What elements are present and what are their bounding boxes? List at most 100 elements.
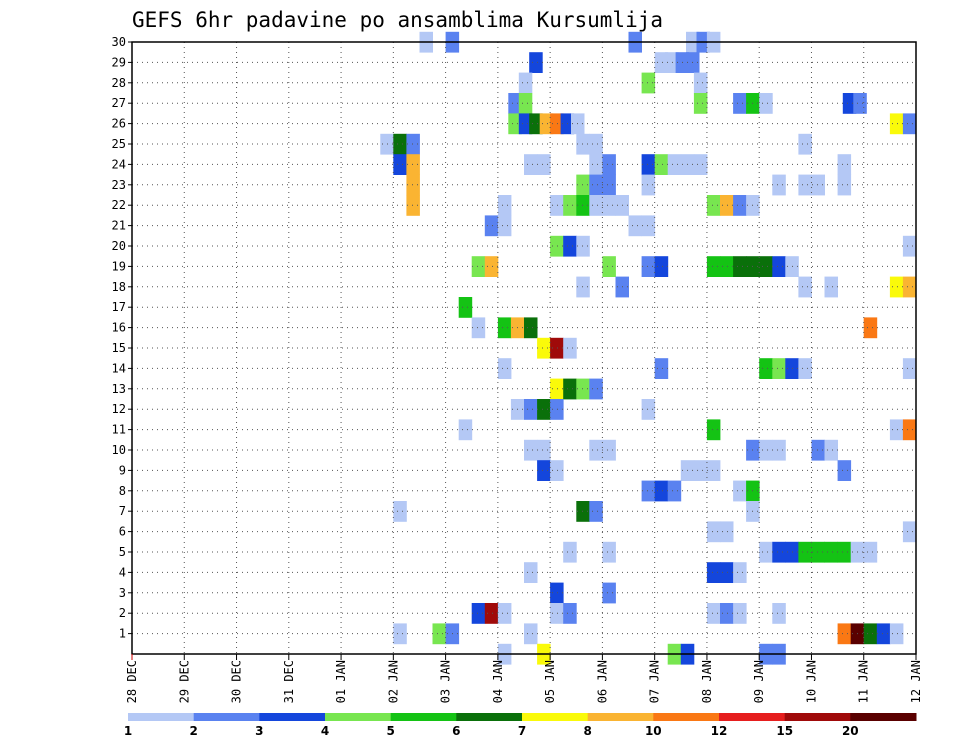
y-tick-label: 3 xyxy=(119,586,126,600)
colorbar-label: 10 xyxy=(645,724,662,738)
heatmap-cell xyxy=(550,195,564,216)
heatmap-cell xyxy=(720,603,734,624)
heatmap-cell xyxy=(576,133,590,155)
heatmap-cell xyxy=(654,154,669,175)
y-tick-label: 28 xyxy=(112,76,126,90)
heatmap-cell xyxy=(641,72,656,94)
heatmap-cell xyxy=(518,113,533,135)
x-tick-label: 08 JAN xyxy=(700,660,714,703)
colorbar-label: 20 xyxy=(842,724,859,738)
heatmap-cell xyxy=(602,541,616,563)
heatmap-cell xyxy=(706,460,721,481)
heatmap-cell xyxy=(902,419,917,441)
heatmap-cell xyxy=(720,256,734,277)
heatmap-cell xyxy=(772,358,786,379)
y-tick-label: 7 xyxy=(119,504,126,518)
heatmap-cell xyxy=(772,603,786,624)
heatmap-cell xyxy=(902,276,917,298)
y-tick-label: 16 xyxy=(112,321,126,335)
heatmap-cell xyxy=(706,256,721,277)
heatmap-cell xyxy=(550,113,564,135)
y-tick-label: 5 xyxy=(119,545,126,559)
heatmap-cell xyxy=(863,623,878,645)
colorbar-swatch xyxy=(456,713,523,721)
x-tick-label: 03 JAN xyxy=(439,660,453,703)
heatmap-cell xyxy=(537,337,551,359)
x-tick-label: 01 JAN xyxy=(334,660,348,703)
heatmap-cell xyxy=(759,358,773,379)
heatmap-cell xyxy=(837,154,852,175)
heatmap-cell xyxy=(733,93,747,114)
heatmap-cell xyxy=(576,195,590,216)
heatmap-cell xyxy=(508,93,522,114)
heatmap-cell xyxy=(733,256,747,277)
heatmap-cell xyxy=(497,195,512,216)
x-tick-label: 29 DEC xyxy=(177,660,191,703)
heatmap-cell xyxy=(497,358,512,379)
heatmap-cell xyxy=(654,358,669,379)
heatmap-cell xyxy=(641,174,656,196)
heatmap-cell xyxy=(759,439,773,461)
colorbar-label: 7 xyxy=(518,724,526,738)
heatmap-cell xyxy=(393,133,407,155)
heatmap-cell xyxy=(889,113,904,135)
heatmap-cell xyxy=(576,174,590,196)
heatmap-cell xyxy=(772,439,786,461)
colorbar-swatch xyxy=(259,713,326,721)
chart-title: GEFS 6hr padavine po ansamblima Kursumli… xyxy=(132,8,663,32)
y-tick-label: 8 xyxy=(119,484,126,498)
heatmap-cell xyxy=(733,562,747,583)
heatmap-cell xyxy=(576,235,590,257)
heatmap-cell xyxy=(524,562,538,583)
heatmap-cell xyxy=(518,93,533,114)
colorbar-swatch xyxy=(522,713,589,721)
heatmap-cell xyxy=(720,195,734,216)
heatmap-cell xyxy=(589,378,603,400)
heatmap-cell xyxy=(589,195,603,216)
heatmap-cell xyxy=(842,93,857,114)
y-tick-label: 1 xyxy=(119,627,126,641)
y-tick-label: 11 xyxy=(112,423,126,437)
heatmap-cell xyxy=(563,603,577,624)
heatmap-cell xyxy=(798,541,812,563)
heatmap-cell xyxy=(406,195,420,216)
heatmap-cell xyxy=(693,154,708,175)
heatmap-cell xyxy=(641,399,656,420)
heatmap-cell xyxy=(863,317,878,339)
colorbar-label: 5 xyxy=(387,724,395,738)
colorbar-swatch xyxy=(193,713,260,721)
heatmap-cell xyxy=(484,256,499,277)
heatmap-cell xyxy=(406,133,420,155)
y-tick-label: 14 xyxy=(112,361,126,375)
y-tick-label: 30 xyxy=(112,35,126,49)
heatmap-cell xyxy=(602,195,616,216)
heatmap-cell xyxy=(902,235,917,257)
x-tick-label: 12 JAN xyxy=(909,660,923,703)
colorbar-label: 1 xyxy=(124,724,132,738)
heatmap-cell xyxy=(902,358,917,379)
heatmap-cell xyxy=(589,174,603,196)
y-tick-label: 18 xyxy=(112,280,126,294)
heatmap-cell xyxy=(406,154,420,175)
colorbar-swatch xyxy=(719,713,786,721)
heatmap-cell xyxy=(458,297,473,318)
y-tick-label: 25 xyxy=(112,137,126,151)
heatmap-cell xyxy=(471,317,486,339)
colorbar-label: 15 xyxy=(776,724,793,738)
heatmap-cell xyxy=(837,541,852,563)
x-tick-label: 07 JAN xyxy=(648,660,662,703)
heatmap-cell xyxy=(484,603,499,624)
heatmap-cell xyxy=(876,623,891,645)
y-tick-label: 26 xyxy=(112,117,126,131)
colorbar-swatch xyxy=(390,713,457,721)
heatmap-cell xyxy=(458,419,473,441)
colorbar-swatch xyxy=(850,713,917,721)
heatmap-cell xyxy=(550,337,564,359)
heatmap-cell xyxy=(393,501,407,522)
x-tick-label: 04 JAN xyxy=(491,660,505,703)
heatmap-cell xyxy=(576,501,590,522)
heatmap-cell xyxy=(759,93,773,114)
heatmap-cell xyxy=(720,562,734,583)
y-tick-label: 22 xyxy=(112,198,126,212)
